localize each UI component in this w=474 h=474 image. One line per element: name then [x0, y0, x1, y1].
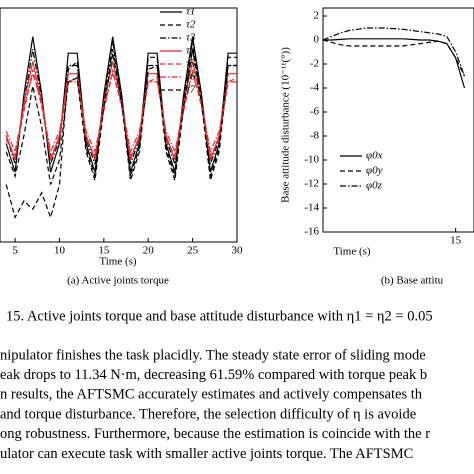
x-axis-label: Time (s) [333, 246, 371, 258]
y-tick-label: -2 [310, 58, 319, 70]
subcaption: (b) Base attitu [381, 275, 444, 287]
subcaption: (a) Active joints torque [67, 275, 169, 287]
paragraph-line: ong robustness. Furthermore, because the… [0, 426, 430, 442]
paragraph: nipulator finishes the task placidly. Th… [0, 347, 430, 462]
y-tick-label: -10 [304, 154, 319, 166]
series-group [5, 36, 238, 220]
y-tick-label: -6 [310, 106, 320, 118]
legend-label: τ1 [186, 6, 195, 18]
x-axis-label: Time (s) [99, 256, 137, 268]
plot-frame [322, 7, 474, 233]
y-tick-label: -4 [310, 82, 320, 94]
y-tick-label: 2 [314, 10, 320, 22]
paragraph-line: eak drops to 11.34 N·m, decreasing 61.59… [0, 367, 427, 383]
y-axis-label: Base attitude disturbance (10⁻¹¹(°)) [280, 47, 292, 203]
series-group [323, 27, 466, 89]
legend-label: τ4 [186, 45, 196, 57]
y-tick-label: -8 [310, 130, 320, 142]
legend-label: φ0z [366, 180, 383, 192]
legend-label: φ0x [366, 150, 383, 162]
legend-label: φ0y [366, 165, 383, 177]
paragraph-line: nipulator finishes the task placidly. Th… [0, 347, 426, 363]
y-tick-label: -12 [304, 178, 319, 190]
legend-label: τ2 [186, 19, 196, 31]
series-line [323, 38, 466, 89]
series-line [5, 40, 237, 220]
paragraph-line: ulator can execute task with smaller act… [0, 446, 413, 462]
x-tick-label: 5 [12, 245, 18, 257]
x-tick-label: 15 [98, 245, 110, 257]
paragraph-line: and torque disturbance. Therefore, the s… [0, 406, 416, 422]
series-line [5, 71, 237, 154]
legend-label: τ6 [186, 71, 196, 83]
x-tick-label: 30 [232, 245, 244, 257]
series-line [323, 39, 466, 77]
y-tick-label: -16 [304, 226, 319, 238]
paragraph-line: n results, the AFTSMC accurately estimat… [0, 387, 423, 403]
y-tick-label: -14 [304, 202, 319, 214]
legend-label: τ5 [186, 58, 196, 70]
series-line [323, 27, 466, 77]
plot-frame [0, 7, 238, 243]
legend-label: τ3 [186, 32, 196, 44]
series-line [5, 49, 237, 185]
x-tick-label: 25 [187, 245, 199, 257]
x-tick-label: 20 [143, 245, 155, 257]
y-tick-label: 0 [314, 34, 320, 46]
figure-caption: 15. Active joints torque and base attitu… [6, 308, 433, 324]
x-tick-label: 10 [54, 245, 66, 257]
x-tick-label: 15 [450, 235, 462, 247]
legend-label: τ7 [186, 84, 196, 96]
